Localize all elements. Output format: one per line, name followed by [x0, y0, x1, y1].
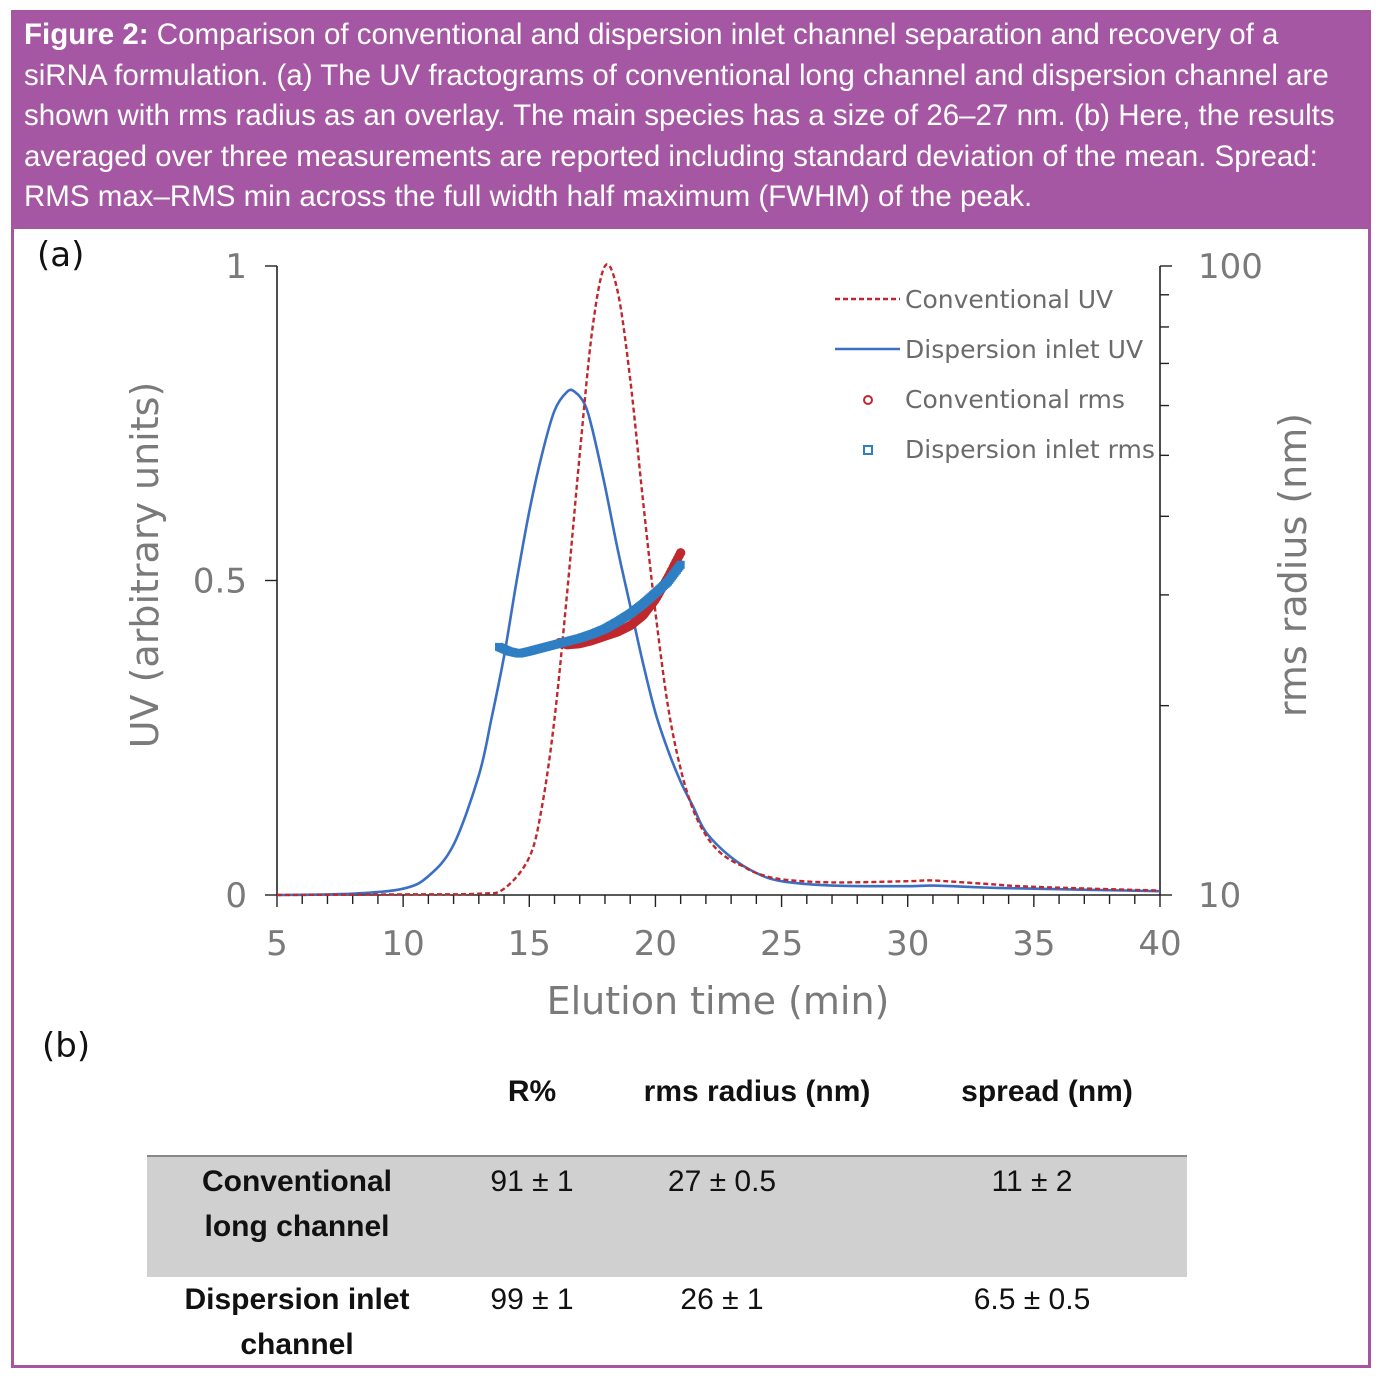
dispersion-rms-point — [676, 560, 685, 569]
legend: Conventional UV Dispersion inlet UV Conven… — [835, 285, 1155, 464]
cell-rms: 26 ± 1 — [680, 1283, 764, 1316]
conventional-rms-point — [675, 548, 686, 558]
axes: 5 10 15 20 25 30 35 40 0 0.5 1 10 100 — [193, 247, 1263, 964]
row-label-line1: Dispersion inlet — [184, 1283, 410, 1316]
legend-label: Conventional UV — [905, 285, 1113, 314]
x-tick-label: 30 — [886, 924, 929, 964]
legend-label: Dispersion inlet UV — [905, 335, 1143, 364]
series-line-dispersion-uv — [276, 388, 1161, 897]
series-markers-dispersion-rms — [495, 560, 685, 658]
series-line-conventional-uv — [276, 263, 1161, 897]
panel-b-label: (b) — [42, 1026, 91, 1066]
cell-r: 91 ± 1 — [490, 1165, 574, 1198]
legend-label: Dispersion inlet rms — [905, 435, 1155, 464]
row-label-line1: Conventional — [201, 1165, 392, 1198]
col-header-rms: rms radius (nm) — [643, 1075, 871, 1108]
y2-axis-label: rms radius (nm) — [1271, 413, 1315, 717]
cell-rms: 27 ± 0.5 — [667, 1165, 777, 1198]
row-label-line2: channel — [240, 1328, 354, 1361]
cell-r: 99 ± 1 — [490, 1283, 574, 1316]
col-header-r: R% — [507, 1075, 557, 1108]
cell-spread: 11 ± 2 — [991, 1165, 1073, 1198]
y-tick-label: 1 — [225, 247, 247, 287]
y-tick-label: 0.5 — [193, 562, 247, 602]
x-tick-label: 5 — [266, 924, 288, 964]
x-axis-label: Elution time (min) — [547, 979, 890, 1023]
legend-swatch-conventional-rms — [863, 395, 873, 405]
y-axis-label: UV (arbitrary units) — [123, 382, 167, 749]
row-label-line2: long channel — [204, 1210, 390, 1243]
y2-tick-label: 10 — [1198, 876, 1241, 916]
figure-frame: Figure 2: Comparison of conventional and… — [11, 10, 1371, 1368]
chart: (a) 5 10 15 20 25 30 35 40 0 0.5 1 10 100 Convention… — [37, 235, 1315, 1023]
cell-spread: 6.5 ± 0.5 — [973, 1283, 1091, 1316]
series-group — [276, 263, 1161, 897]
x-tick-label: 40 — [1138, 924, 1181, 964]
legend-label: Conventional rms — [905, 385, 1125, 414]
figure-caption: Figure 2: Comparison of conventional and… — [14, 13, 1368, 229]
x-tick-label: 35 — [1012, 924, 1055, 964]
col-header-spread: spread (nm) — [961, 1075, 1133, 1108]
x-tick-label: 25 — [760, 924, 803, 964]
x-tick-label: 10 — [382, 924, 425, 964]
table-row: Dispersion inlet channel 99 ± 1 26 ± 1 6… — [147, 1277, 1187, 1377]
legend-swatch-dispersion-rms — [863, 445, 873, 455]
table-row: Conventional long channel 91 ± 1 27 ± 0.… — [147, 1155, 1187, 1277]
caption-text: Comparison of conventional and dispersio… — [24, 18, 1335, 214]
caption-bold: Figure 2: — [24, 18, 149, 51]
y2-tick-label: 100 — [1198, 247, 1263, 287]
panel-a-label: (a) — [37, 235, 84, 275]
x-tick-label: 20 — [634, 924, 677, 964]
x-tick-label: 15 — [508, 924, 551, 964]
y-tick-label: 0 — [225, 876, 247, 916]
